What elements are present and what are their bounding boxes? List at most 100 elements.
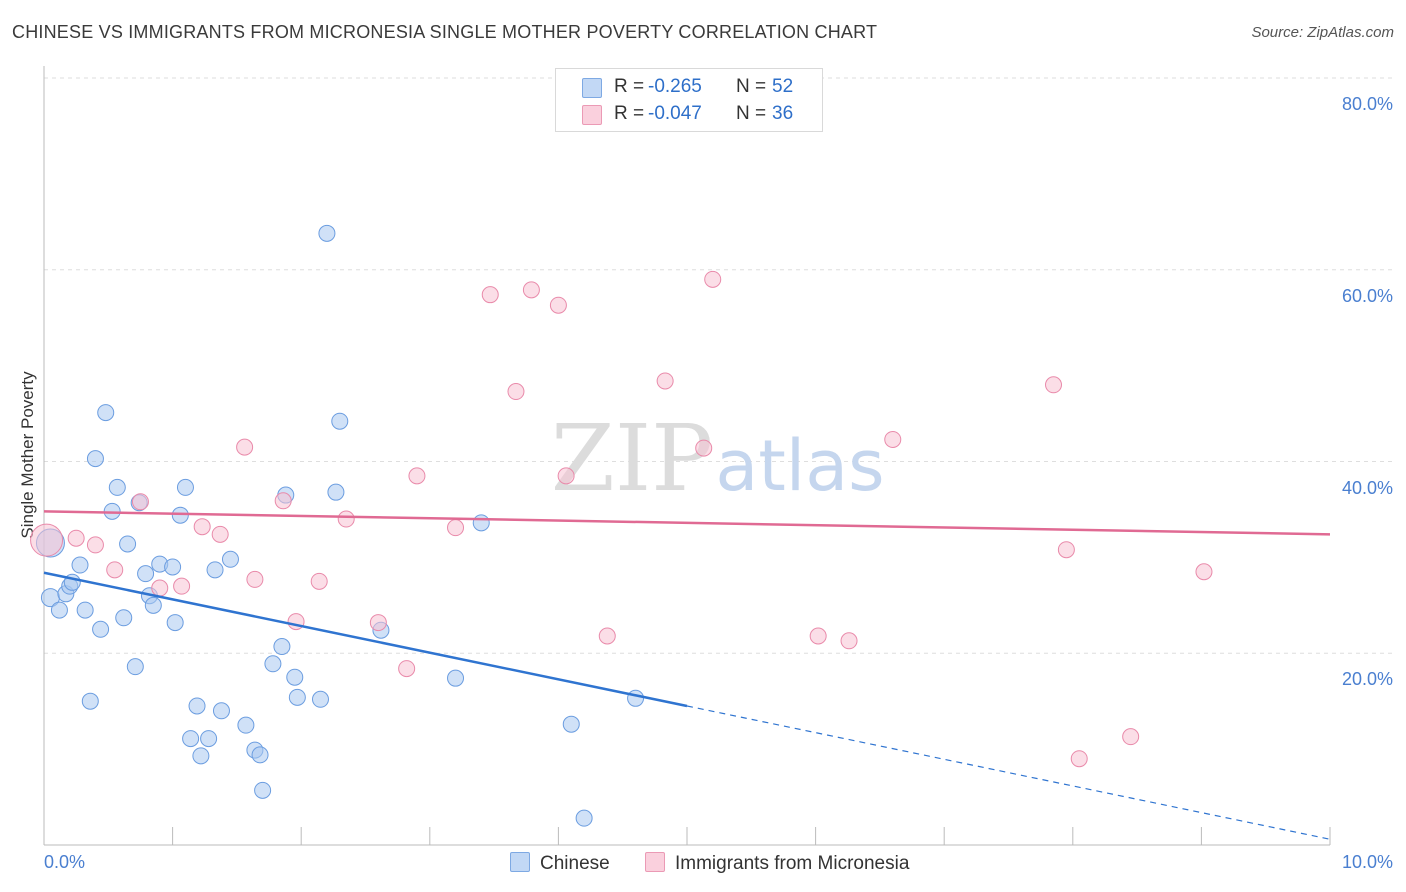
data-point bbox=[840, 632, 858, 650]
data-point bbox=[398, 660, 416, 678]
data-point bbox=[92, 620, 110, 638]
legend-label-micronesia: Immigrants from Micronesia bbox=[675, 853, 910, 874]
series-layer bbox=[30, 224, 1213, 827]
data-point bbox=[246, 570, 264, 588]
data-point bbox=[274, 492, 292, 510]
data-point bbox=[809, 627, 827, 645]
data-point bbox=[264, 655, 282, 673]
legend-swatch-micronesia bbox=[582, 105, 602, 125]
data-point bbox=[193, 518, 211, 536]
data-point bbox=[481, 286, 499, 304]
data-point bbox=[704, 270, 722, 288]
y-tick-label: 20.0% bbox=[1341, 669, 1393, 690]
data-point bbox=[447, 519, 465, 537]
data-point bbox=[188, 697, 206, 715]
legend-row-chinese: R = -0.265 N = 52 bbox=[556, 74, 822, 100]
data-point bbox=[115, 609, 133, 627]
data-point bbox=[171, 506, 189, 524]
data-point bbox=[131, 493, 149, 511]
n-value-micronesia: 36 bbox=[772, 103, 794, 124]
watermark-zip: ZIP bbox=[551, 405, 713, 512]
data-point bbox=[507, 383, 525, 401]
data-point bbox=[192, 747, 210, 765]
source-note: Source: ZipAtlas.com bbox=[1251, 24, 1394, 41]
legend-swatch-chinese bbox=[582, 78, 602, 98]
trend-line-micronesia bbox=[43, 510, 1331, 536]
data-point bbox=[173, 577, 191, 595]
data-point bbox=[137, 565, 155, 583]
r-label: R = bbox=[614, 76, 645, 97]
data-point bbox=[86, 450, 104, 468]
data-point bbox=[211, 525, 229, 543]
trend-extension-chinese bbox=[686, 705, 1331, 840]
data-point bbox=[549, 296, 567, 314]
data-point bbox=[50, 601, 68, 619]
n-label: N = bbox=[736, 103, 767, 124]
legend-swatch-chinese bbox=[510, 852, 530, 872]
data-point bbox=[575, 809, 593, 827]
x-tick-label: 10.0% bbox=[1341, 852, 1393, 872]
data-point bbox=[76, 601, 94, 619]
legend-row-micronesia: R = -0.047 N = 36 bbox=[556, 101, 822, 127]
data-point bbox=[562, 715, 580, 733]
watermark: ZIP atlas bbox=[551, 405, 885, 512]
data-point bbox=[108, 478, 126, 496]
legend-item-chinese[interactable]: Chinese bbox=[510, 852, 610, 875]
data-point bbox=[447, 669, 465, 687]
data-point bbox=[86, 536, 104, 554]
data-point bbox=[30, 523, 64, 557]
data-point bbox=[106, 561, 124, 579]
data-point bbox=[176, 478, 194, 496]
data-point bbox=[236, 438, 254, 456]
series-micronesia bbox=[30, 270, 1213, 768]
data-point bbox=[627, 689, 645, 707]
data-point bbox=[251, 746, 269, 764]
legend-item-micronesia[interactable]: Immigrants from Micronesia bbox=[645, 852, 909, 875]
data-point bbox=[557, 467, 575, 485]
data-point bbox=[182, 730, 200, 748]
y-tick-label: 60.0% bbox=[1341, 285, 1393, 306]
legend-label-chinese: Chinese bbox=[540, 853, 610, 874]
data-point bbox=[119, 535, 137, 553]
data-point bbox=[151, 579, 169, 597]
data-point bbox=[695, 439, 713, 457]
data-point bbox=[311, 690, 329, 708]
data-point bbox=[884, 430, 902, 448]
axes bbox=[43, 66, 1331, 846]
data-point bbox=[1070, 750, 1088, 768]
data-point bbox=[598, 627, 616, 645]
r-value-chinese: -0.265 bbox=[648, 76, 702, 97]
data-point bbox=[472, 514, 490, 532]
data-point bbox=[67, 529, 85, 547]
data-point bbox=[327, 483, 345, 501]
r-label: R = bbox=[614, 103, 645, 124]
data-point bbox=[369, 614, 387, 632]
data-point bbox=[206, 561, 224, 579]
data-point bbox=[144, 596, 162, 614]
watermark-atlas: atlas bbox=[715, 425, 884, 507]
data-point bbox=[1045, 376, 1063, 394]
data-point bbox=[212, 702, 230, 720]
data-point bbox=[97, 404, 115, 422]
trend-layer bbox=[43, 510, 1331, 840]
chart-title: CHINESE VS IMMIGRANTS FROM MICRONESIA SI… bbox=[12, 22, 878, 42]
r-value-micronesia: -0.047 bbox=[648, 103, 702, 124]
data-point bbox=[164, 558, 182, 576]
data-point bbox=[1195, 563, 1213, 581]
correlation-legend: R = -0.265 N = 52 R = -0.047 N = 36 bbox=[555, 68, 823, 132]
data-point bbox=[237, 716, 255, 734]
data-point bbox=[337, 510, 355, 528]
trend-line-chinese bbox=[43, 571, 688, 708]
x-tick-label: 0.0% bbox=[44, 852, 86, 872]
data-point bbox=[254, 781, 272, 799]
grid-lines bbox=[44, 77, 1392, 654]
data-point bbox=[166, 614, 184, 632]
data-point bbox=[656, 372, 674, 390]
data-point bbox=[331, 412, 349, 430]
y-tick-label: 40.0% bbox=[1341, 477, 1393, 498]
data-point bbox=[1122, 728, 1140, 746]
data-point bbox=[288, 688, 306, 706]
data-point bbox=[286, 668, 304, 686]
data-point bbox=[310, 572, 328, 590]
